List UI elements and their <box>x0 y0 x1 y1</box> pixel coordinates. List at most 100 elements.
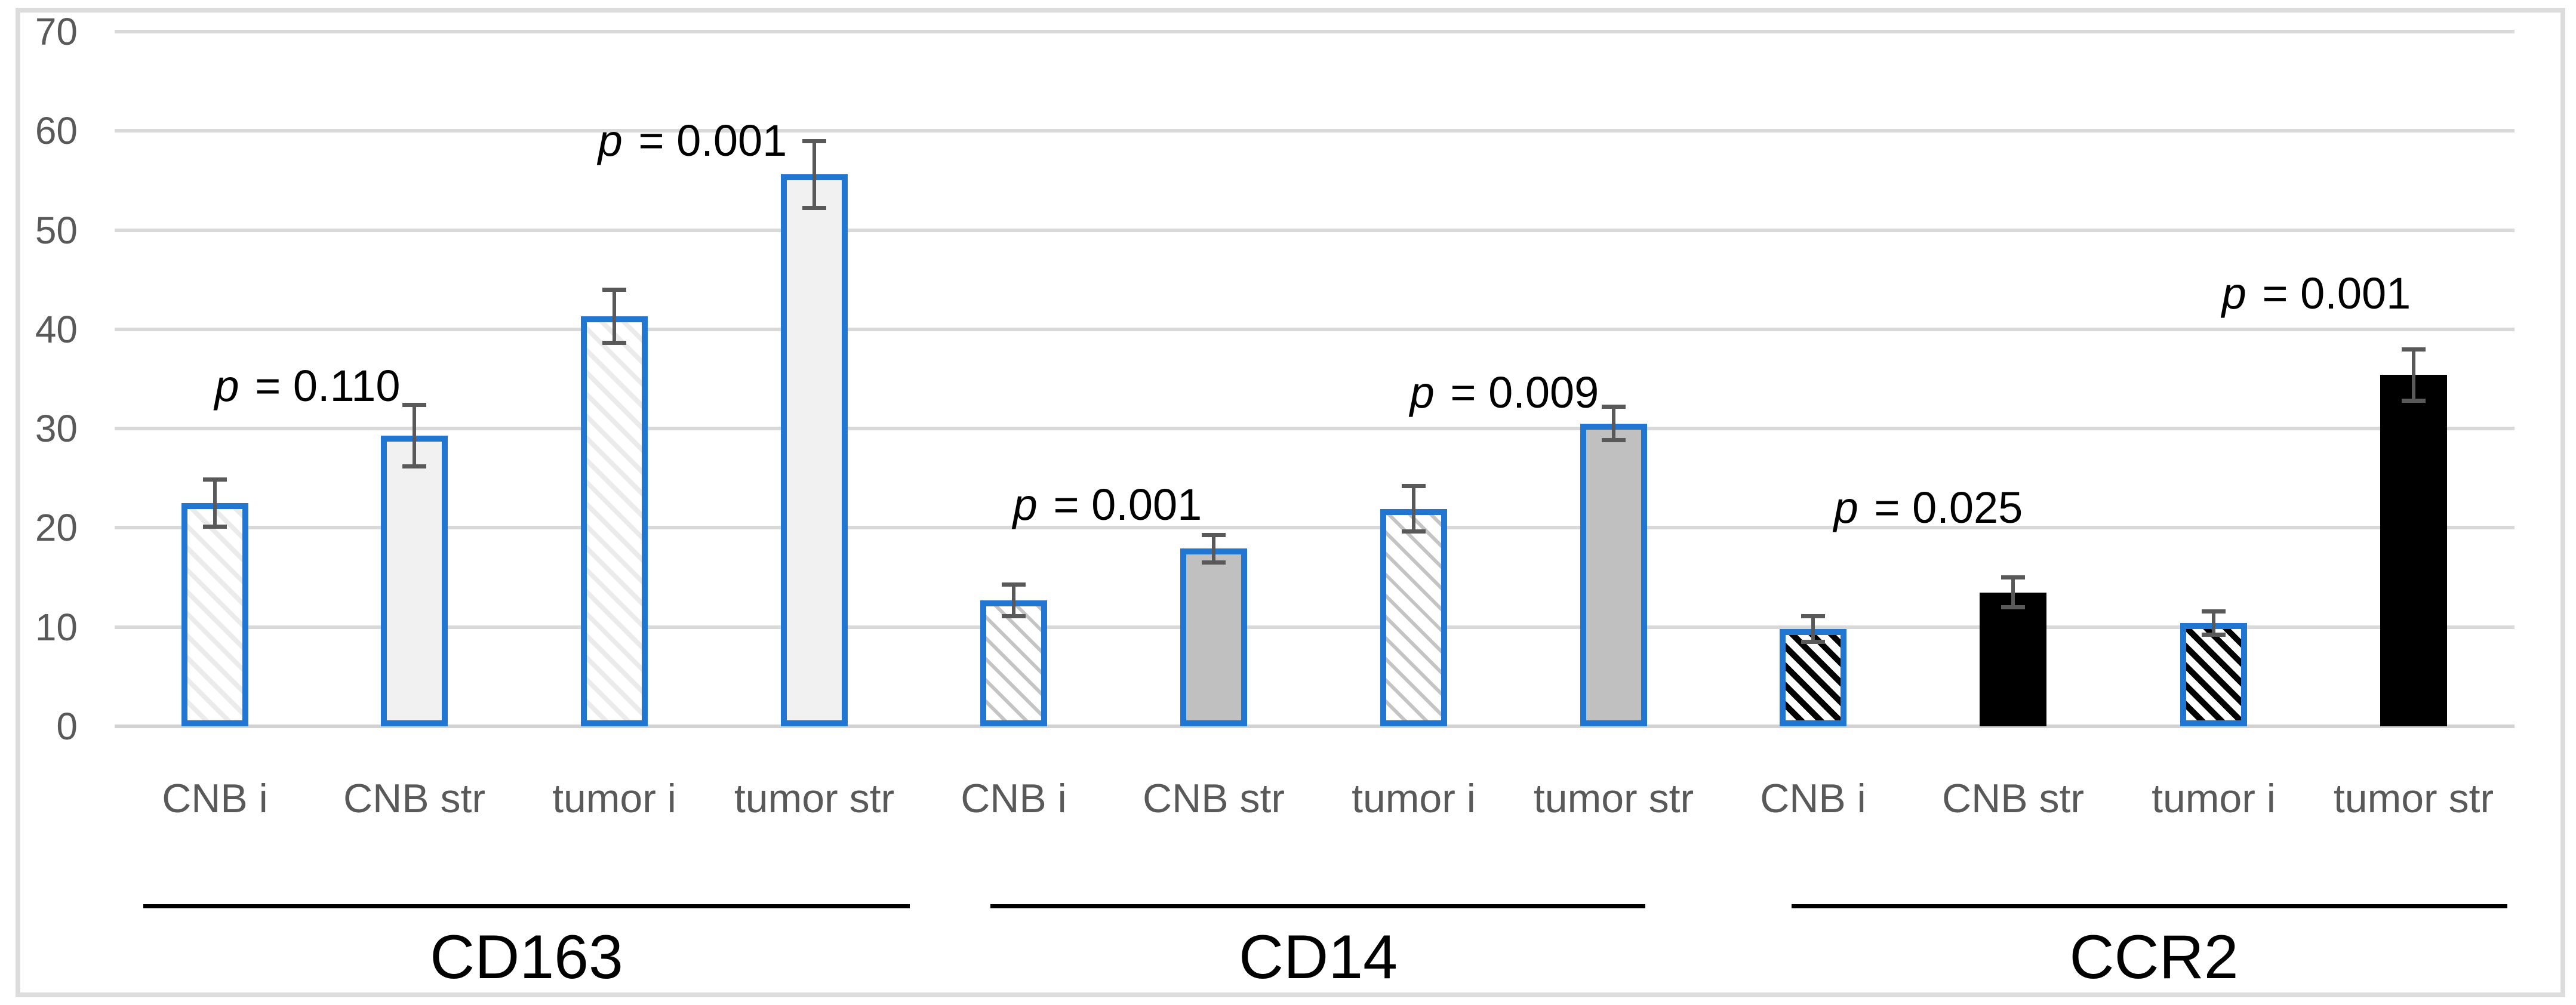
bar-cd14-tumor-i <box>1380 508 1447 726</box>
bar-cd163-tumor-i <box>581 316 648 726</box>
gridline <box>115 228 2515 232</box>
error-bar-cap <box>2202 633 2226 637</box>
error-bar-cd14-tumor-i <box>1402 484 1426 534</box>
x-axis-baseline <box>115 725 2515 728</box>
category-label-ccr2-cnb-i: CNB i <box>1760 776 1866 821</box>
category-label-ccr2-tumor-i: tumor i <box>2152 776 2276 821</box>
bar-cd163-tumor-str <box>781 174 848 726</box>
category-label-cd163-tumor-i: tumor i <box>552 776 676 821</box>
error-bar-line <box>613 288 616 346</box>
error-bar-cap <box>1801 614 1825 619</box>
error-bar-cd14-cnb-str <box>1202 532 1226 565</box>
category-label-cd14-tumor-i: tumor i <box>1352 776 1476 821</box>
y-axis-tick-label: 50 <box>35 208 78 252</box>
category-label-cd14-tumor-str: tumor str <box>1533 776 1694 821</box>
error-bar-line <box>213 477 217 529</box>
error-bar-line <box>1811 614 1815 644</box>
y-axis-tick-label: 40 <box>35 307 78 351</box>
error-bar-cap <box>402 402 426 407</box>
p-symbol: p <box>1012 480 1038 530</box>
error-bar-cap <box>2402 347 2426 352</box>
group-title-cd14: CD14 <box>1239 923 1398 992</box>
category-label-cd163-tumor-str: tumor str <box>734 776 895 821</box>
gridline <box>115 29 2515 33</box>
error-bar-cd163-cnb-str <box>402 402 426 468</box>
error-bar-cap <box>1002 582 1026 587</box>
bar-cd163-cnb-i <box>181 503 248 726</box>
p-value-text: = 0.001 <box>1041 480 1202 530</box>
group-title-ccr2: CCR2 <box>2069 923 2239 992</box>
p-symbol: p <box>598 115 623 165</box>
p-value-annotation-cd163-1: p = 0.001 <box>501 115 884 165</box>
error-bar-cap <box>1002 614 1026 618</box>
p-symbol: p <box>214 360 239 411</box>
error-bar-cd163-tumor-i <box>602 288 626 346</box>
bar-ccr2-tumor-str <box>2380 375 2447 726</box>
p-value-text: = 0.110 <box>242 360 401 411</box>
error-bar-cap <box>2202 609 2226 614</box>
p-symbol: p <box>2221 268 2246 318</box>
error-bar-cap <box>1801 639 1825 644</box>
y-axis-tick-label: 20 <box>35 506 78 550</box>
error-bar-line <box>2011 575 2015 609</box>
error-bar-line <box>2212 609 2215 637</box>
error-bar-ccr2-tumor-str <box>2402 347 2426 403</box>
bar-ccr2-tumor-i <box>2180 623 2247 726</box>
category-label-ccr2-cnb-str: CNB str <box>1942 776 2084 821</box>
p-symbol: p <box>1409 368 1435 418</box>
gridline <box>115 625 2515 629</box>
error-bar-cap <box>802 138 826 143</box>
p-value-annotation-cd163-0: p = 0.110 <box>116 362 498 410</box>
error-bar-cap <box>1602 438 1626 443</box>
error-bar-cap <box>2402 398 2426 403</box>
y-axis-tick-label: 70 <box>35 10 78 53</box>
error-bar-cap <box>802 206 826 211</box>
error-bar-cap <box>2001 575 2025 580</box>
p-value-text: = 0.025 <box>1861 483 2023 533</box>
p-value-annotation-cd14-1: p = 0.009 <box>1313 369 1695 417</box>
bar-cd14-cnb-str <box>1180 548 1247 726</box>
bar-ccr2-cnb-str <box>1980 592 2046 726</box>
error-bar-cap <box>602 288 626 292</box>
error-bar-line <box>413 402 416 468</box>
error-bar-cap <box>203 525 227 529</box>
error-bar-ccr2-tumor-i <box>2202 609 2226 637</box>
category-label-cd163-cnb-i: CNB i <box>162 776 268 821</box>
error-bar-cd14-tumor-str <box>1602 405 1626 443</box>
error-bar-line <box>1412 484 1415 534</box>
error-bar-line <box>1212 532 1215 565</box>
error-bar-cap <box>1402 484 1426 489</box>
y-axis-tick-label: 30 <box>35 407 78 451</box>
gridline <box>115 427 2515 431</box>
category-label-ccr2-tumor-str: tumor str <box>2333 776 2494 821</box>
p-symbol: p <box>1833 483 1858 533</box>
error-bar-cd14-cnb-i <box>1002 582 1026 618</box>
p-value-annotation-ccr2-0: p = 0.025 <box>1737 484 2119 532</box>
gridline <box>115 526 2515 530</box>
y-axis-tick-label: 10 <box>35 605 78 649</box>
bar-cd14-tumor-str <box>1580 423 1647 726</box>
error-bar-cap <box>602 341 626 346</box>
p-value-annotation-ccr2-1: p = 0.001 <box>2125 268 2507 318</box>
group-underline-ccr2 <box>1792 904 2507 908</box>
error-bar-cap <box>402 464 426 468</box>
group-underline-cd163 <box>143 904 910 908</box>
p-value-text: = 0.001 <box>626 115 787 165</box>
p-value-text: = 0.001 <box>2249 268 2411 318</box>
error-bar-line <box>812 138 816 211</box>
y-axis-tick-label: 0 <box>56 705 78 748</box>
y-axis-tick-label: 60 <box>35 109 78 153</box>
error-bar-ccr2-cnb-i <box>1801 614 1825 644</box>
p-value-annotation-cd14-0: p = 0.001 <box>916 481 1298 529</box>
category-label-cd163-cnb-str: CNB str <box>343 776 485 821</box>
error-bar-cap <box>1202 560 1226 565</box>
gridline <box>115 129 2515 133</box>
group-title-cd163: CD163 <box>430 923 623 992</box>
error-bar-cd163-tumor-str <box>802 138 826 211</box>
error-bar-cap <box>1402 529 1426 534</box>
category-label-cd14-cnb-str: CNB str <box>1143 776 1285 821</box>
category-label-cd14-cnb-i: CNB i <box>961 776 1067 821</box>
gridline <box>115 327 2515 331</box>
error-bar-line <box>2412 347 2415 403</box>
